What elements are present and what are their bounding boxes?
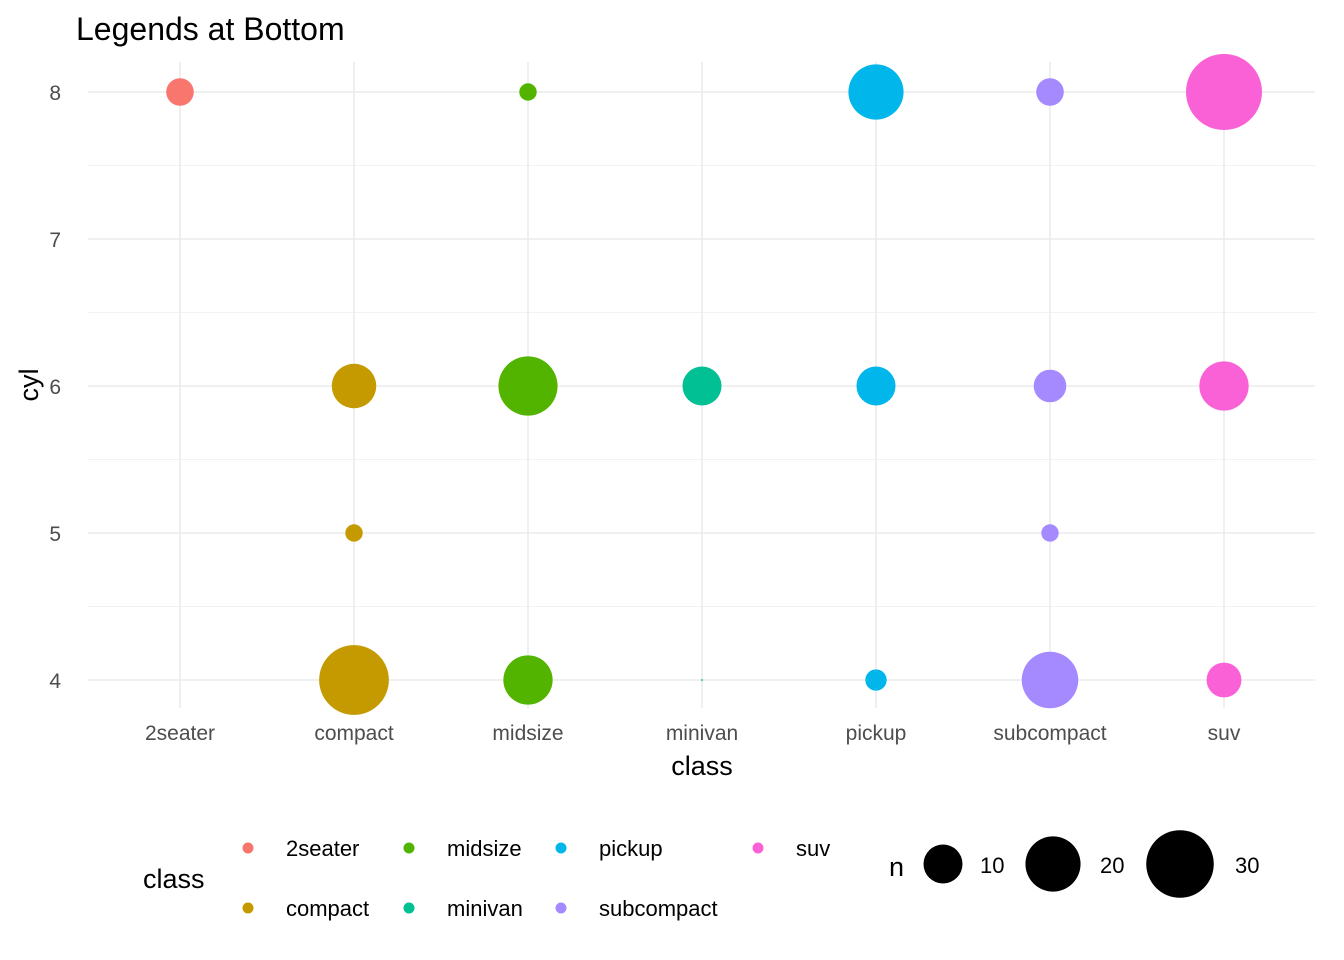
size-legend-label-10: 10 [980, 853, 1004, 878]
y-tick-label: 7 [49, 229, 61, 252]
x-tick-label: compact [314, 722, 394, 745]
point-minivan-cyl6 [682, 366, 722, 406]
x-tick-label: suv [1208, 722, 1241, 745]
point-suv-cyl4 [1206, 662, 1242, 698]
point-subcompact-cyl8 [1036, 78, 1064, 106]
point-pickup-cyl4 [865, 669, 887, 691]
y-tick-label: 5 [49, 523, 61, 546]
y-tick-label: 4 [49, 670, 61, 693]
x-tick-label: pickup [846, 722, 907, 745]
y-axis-title: cyl [14, 369, 44, 402]
legend-key-suv [752, 842, 764, 854]
legend-key-minivan [403, 902, 415, 914]
legend-label-subcompact: subcompact [599, 896, 718, 921]
chart-title: Legends at Bottom [76, 11, 345, 47]
legend-label-suv: suv [796, 836, 830, 861]
point-suv-cyl8 [1186, 54, 1262, 130]
x-tick-label: subcompact [993, 722, 1106, 745]
x-axis-title: class [671, 751, 733, 781]
point-pickup-cyl6 [856, 366, 896, 406]
x-axis-tick-labels: 2seater compact midsize minivan pickup subcom… [145, 722, 1241, 745]
legend-key-subcompact [555, 902, 567, 914]
point-compact-cyl6 [331, 363, 377, 409]
point-subcompact-cyl6 [1033, 369, 1067, 403]
legend-key-compact [242, 902, 254, 914]
legend-label-midsize: midsize [447, 836, 522, 861]
y-tick-label: 6 [49, 376, 61, 399]
legend-key-midsize [403, 842, 415, 854]
y-tick-label: 8 [49, 82, 61, 105]
point-compact-cyl4 [319, 645, 389, 715]
legend-label-minivan: minivan [447, 896, 523, 921]
data-points [166, 54, 1262, 715]
legend-label-compact: compact [286, 896, 369, 921]
point-subcompact-cyl5 [1041, 524, 1059, 542]
point-suv-cyl6 [1199, 361, 1249, 411]
legend-key-2seater [242, 842, 254, 854]
size-legend-title: n [889, 852, 904, 882]
point-midsize-cyl6 [498, 356, 558, 416]
y-axis-tick-labels: 4 5 6 7 8 [49, 82, 61, 693]
x-tick-label: 2seater [145, 722, 215, 745]
point-pickup-cyl8 [848, 64, 904, 120]
color-legend: class 2seater compact midsize minivan pickup… [143, 836, 830, 921]
point-midsize-cyl4 [503, 655, 553, 705]
size-legend-label-20: 20 [1100, 853, 1124, 878]
point-subcompact-cyl4 [1021, 651, 1079, 709]
size-legend: n 10 20 30 [889, 830, 1259, 898]
legend-label-2seater: 2seater [286, 836, 359, 861]
legend-key-pickup [555, 842, 567, 854]
size-legend-key-30 [1146, 830, 1214, 898]
legend-label-pickup: pickup [599, 836, 663, 861]
point-midsize-cyl8 [519, 83, 537, 101]
color-legend-title: class [143, 864, 205, 894]
point-compact-cyl5 [345, 524, 363, 542]
size-legend-key-20 [1025, 836, 1081, 892]
size-legend-key-10 [923, 844, 963, 884]
size-legend-label-30: 30 [1235, 853, 1259, 878]
x-tick-label: minivan [666, 722, 738, 745]
point-2seater-cyl8 [166, 78, 194, 106]
x-tick-label: midsize [492, 722, 563, 745]
point-minivan-cyl4 [701, 679, 703, 681]
